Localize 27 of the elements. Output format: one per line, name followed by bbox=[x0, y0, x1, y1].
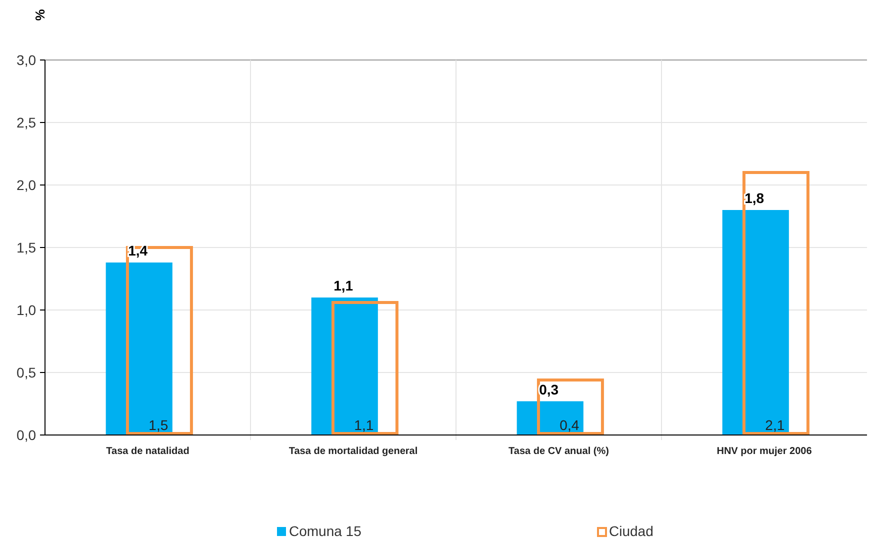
y-tick-label: 1,5 bbox=[16, 239, 36, 256]
bar bbox=[126, 246, 193, 435]
x-tick-label: HNV por mujer 2006 bbox=[716, 446, 812, 457]
bar bbox=[722, 210, 789, 435]
data-label: 1,1 bbox=[334, 278, 354, 294]
bar bbox=[311, 298, 378, 435]
data-label: 1,8 bbox=[744, 190, 764, 206]
x-tick-label: Tasa de CV anual (%) bbox=[508, 446, 609, 457]
bar bbox=[331, 301, 398, 435]
data-label: 2,1 bbox=[765, 417, 785, 433]
x-tick-label: Tasa de natalidad bbox=[106, 446, 190, 457]
y-tick-label: 2,5 bbox=[16, 114, 36, 130]
y-tick-label: 3,0 bbox=[16, 52, 36, 68]
bar bbox=[106, 262, 172, 435]
data-label: 1,5 bbox=[148, 417, 168, 433]
y-tick-label: 2,0 bbox=[16, 176, 36, 193]
data-label: 0,4 bbox=[560, 417, 580, 433]
bar bbox=[742, 171, 810, 435]
data-label: 1,1 bbox=[354, 417, 374, 433]
x-tick-label: Tasa de mortalidad general bbox=[288, 446, 418, 457]
bar bbox=[536, 378, 604, 435]
legend-label: Comuna 15 bbox=[289, 523, 362, 539]
y-tick-label: 0,0 bbox=[16, 426, 36, 443]
y-tick-label: 0,5 bbox=[16, 364, 36, 380]
y-axis-title: % bbox=[32, 8, 48, 21]
legend-label: Ciudad bbox=[609, 523, 654, 539]
y-tick-label: 1,0 bbox=[16, 302, 36, 318]
